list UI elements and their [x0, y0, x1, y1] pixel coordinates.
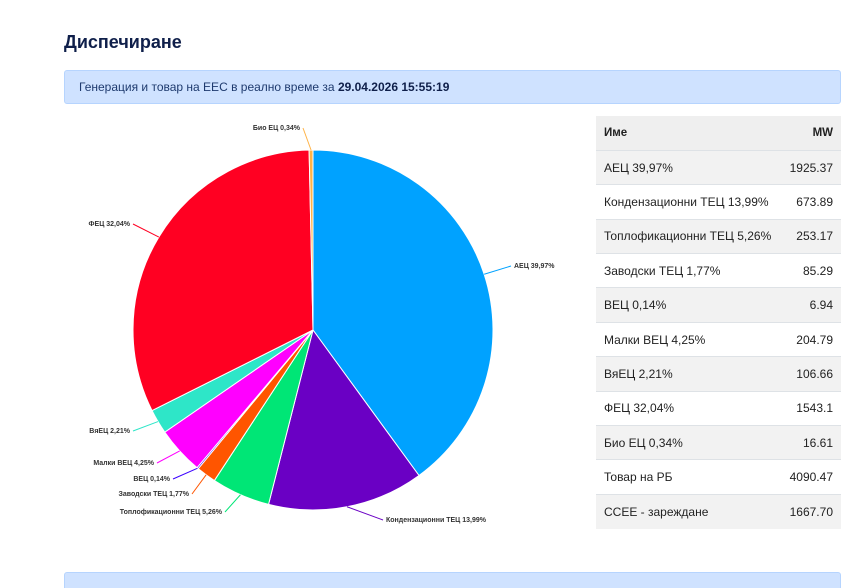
table-row: ВяЕЦ 2,21% 106.66 [596, 356, 841, 392]
row-mw-value: 1543.1 [781, 390, 841, 426]
row-name: АЕЦ 39,97% [596, 149, 782, 185]
page-title: Диспечиране [64, 32, 182, 52]
row-mw-value: 6.94 [781, 287, 841, 323]
pie-slice-label: Заводски ТЕЦ 1,77% [118, 491, 189, 498]
table-header-row: Име MW [596, 116, 841, 151]
row-mw-value: 16.61 [781, 425, 841, 460]
row-name: CCEE - зареждане [596, 493, 782, 529]
row-mw-value: 4090.47 [781, 459, 841, 495]
info-bar-timestamp: 29.04.2026 15:55:19 [337, 80, 450, 94]
pie-slice-label: ФЕЦ 32,04% [89, 221, 131, 228]
pie-slice[interactable] [132, 149, 314, 412]
pie-slice[interactable] [267, 328, 420, 511]
row-name: Товар на РБ [596, 459, 782, 495]
row-name: ВяЕЦ 2,21% [596, 356, 782, 392]
table-row: Кондензационни ТЕЦ 13,99% 673.89 [596, 184, 841, 220]
table-row: CCEE - зареждане 1667.70 [596, 493, 841, 529]
pie-label-connector [346, 506, 384, 521]
row-mw-value: 1925.37 [781, 149, 841, 185]
pie-slice-label: ВяЕЦ 2,21% [89, 428, 130, 435]
row-mw-value: 1667.70 [781, 493, 841, 529]
table-row: АЕЦ 39,97% 1925.37 [596, 149, 841, 185]
row-mw-value: 106.66 [781, 356, 841, 392]
pie-label-connector [172, 467, 198, 480]
row-name: Кондензационни ТЕЦ 13,99% [596, 184, 782, 220]
row-name: ФЕЦ 32,04% [596, 390, 782, 426]
row-name: Био ЕЦ 0,34% [596, 425, 782, 460]
pie-label-connector [156, 450, 180, 464]
table-row: Малки ВЕЦ 4,25% 204.79 [596, 321, 841, 357]
pie-slice-label: Био ЕЦ 0,34% [253, 125, 301, 132]
pie-label-connector [132, 223, 160, 238]
table-row: Товар на РБ 4090.47 [596, 459, 841, 495]
row-mw-value: 204.79 [781, 321, 841, 357]
row-mw-value: 253.17 [781, 218, 841, 254]
pie-slice-label: Малки ВЕЦ 4,25% [93, 460, 154, 467]
pie-slice[interactable] [308, 149, 314, 331]
info-bar-label: Генерация и товар на ЕЕС в реално време … [79, 80, 335, 94]
pie-slice-label: Топлофикационни ТЕЦ 5,26% [120, 509, 223, 516]
column-header-name: Име [596, 116, 782, 151]
generation-pie-chart: АЕЦ 39,97% Кондензационни ТЕЦ 13,99% Топло… [64, 116, 590, 536]
row-name: Заводски ТЕЦ 1,77% [596, 253, 782, 288]
row-mw-value: 673.89 [781, 184, 841, 220]
pie-slice-label: АЕЦ 39,97% [514, 263, 555, 270]
pie-chart-svg: АЕЦ 39,97% Кондензационни ТЕЦ 13,99% Топло… [89, 125, 556, 524]
pie-label-connector [132, 421, 159, 432]
table-row: Топлофикационни ТЕЦ 5,26% 253.17 [596, 218, 841, 254]
pie-label-connector [224, 494, 241, 513]
pie-label-connector [191, 474, 207, 495]
pie-slice-label: ВЕЦ 0,14% [133, 476, 170, 483]
realtime-info-bar: Генерация и товар на ЕЕС в реално време … [64, 70, 841, 104]
pie-label-connector [302, 127, 312, 151]
pie-slice-label: Кондензационни ТЕЦ 13,99% [386, 517, 487, 524]
row-name: Малки ВЕЦ 4,25% [596, 321, 782, 357]
table-row: Био ЕЦ 0,34% 16.61 [596, 425, 841, 460]
row-name: ВЕЦ 0,14% [596, 287, 782, 323]
column-header-mw: MW [781, 116, 841, 151]
table-row: ВЕЦ 0,14% 6.94 [596, 287, 841, 323]
next-section-bar [64, 572, 841, 588]
table-row: Заводски ТЕЦ 1,77% 85.29 [596, 253, 841, 288]
table-row: ФЕЦ 32,04% 1543.1 [596, 390, 841, 426]
pie-label-connector [484, 265, 512, 275]
row-mw-value: 85.29 [781, 253, 841, 288]
generation-table: Име MW АЕЦ 39,97% 1925.37 Кондензационни Т… [596, 116, 841, 529]
row-name: Топлофикационни ТЕЦ 5,26% [596, 218, 782, 254]
pie-slice[interactable] [312, 149, 494, 477]
